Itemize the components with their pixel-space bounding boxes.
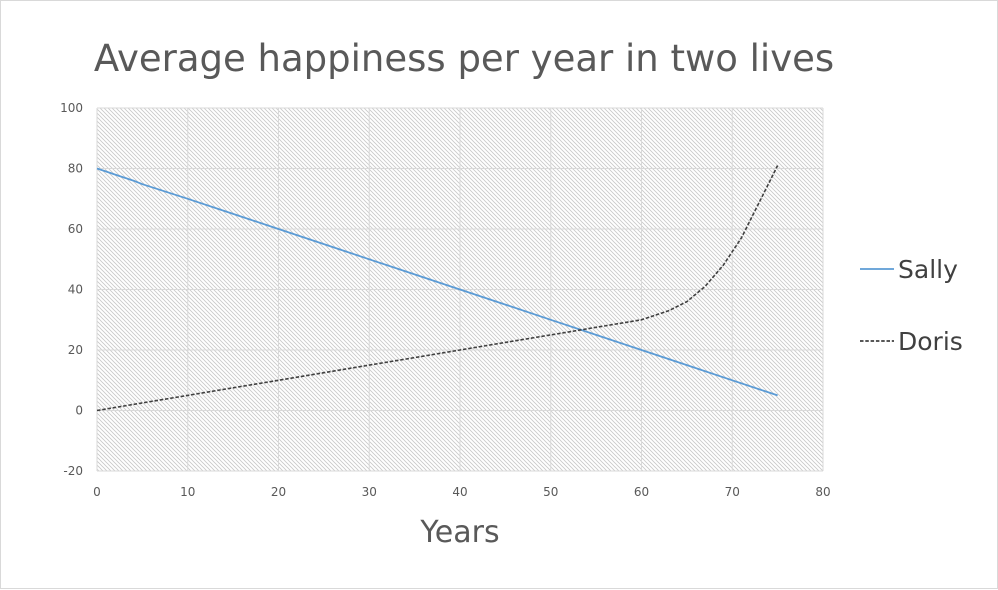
x-tick-label: 60 — [634, 485, 649, 499]
y-tick-label: -20 — [63, 464, 83, 478]
series-line-doris — [96, 165, 779, 412]
y-tick-label: 40 — [68, 283, 83, 297]
x-tick-label: 30 — [362, 485, 377, 499]
x-tick-label: 80 — [815, 485, 830, 499]
x-tick-label: 0 — [93, 485, 101, 499]
x-tick-label: 40 — [452, 485, 467, 499]
x-tick-label: 70 — [725, 485, 740, 499]
x-tick-label: 10 — [180, 485, 195, 499]
chart-title: Average happiness per year in two lives — [93, 37, 835, 80]
legend: Sally Doris — [860, 255, 963, 356]
series-line-sally — [96, 167, 778, 397]
y-tick-label: 0 — [75, 404, 83, 418]
legend-label-sally: Sally — [898, 255, 958, 284]
tick-labels: -20 0 20 40 60 80 100 0 10 20 30 40 50 60 70 80 — [60, 101, 831, 499]
y-tick-label: 20 — [68, 343, 83, 357]
y-tick-label: 100 — [60, 101, 83, 115]
y-tick-label: 80 — [68, 162, 83, 176]
y-tick-label: 60 — [68, 222, 83, 236]
legend-label-doris: Doris — [898, 327, 963, 356]
x-axis-title: Years — [419, 515, 499, 550]
series-group — [96, 165, 779, 412]
x-tick-label: 20 — [271, 485, 286, 499]
x-tick-label: 50 — [543, 485, 558, 499]
